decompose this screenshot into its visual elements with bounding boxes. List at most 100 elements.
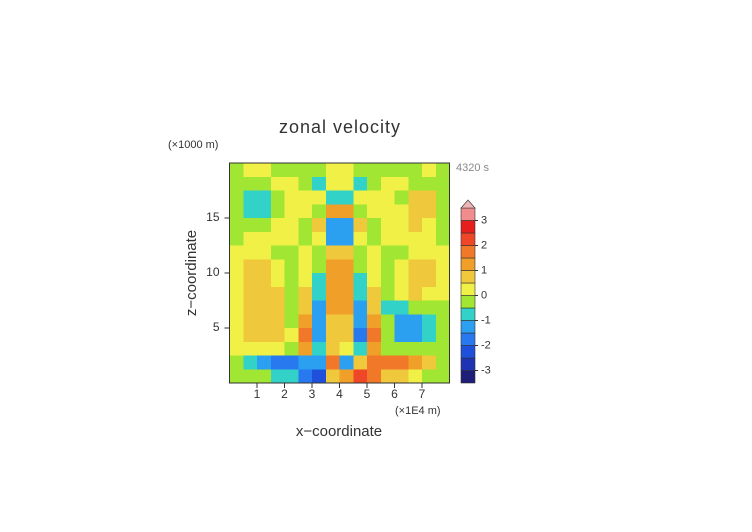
contour-cell [325,369,340,384]
contour-cell [367,286,382,301]
contour-cell [394,176,409,191]
contour-cell [243,328,258,343]
contour-cell [312,259,327,274]
contour-cell [394,369,409,384]
contour-cell [339,300,354,315]
contour-cell [325,204,340,219]
contour-cell [339,259,354,274]
contour-cell [229,176,244,191]
contour-cell [367,259,382,274]
contour-cell [380,273,395,288]
contour-cell [325,231,340,246]
contour-cell [257,259,272,274]
contour-cell [229,231,244,246]
contour-cell [284,231,299,246]
contour-cell [257,314,272,329]
contour-cell [367,341,382,356]
contour-cell [284,259,299,274]
contour-cell [339,163,354,178]
contour-cell [312,245,327,260]
contour-cell [367,163,382,178]
contour-cell [353,245,368,260]
contour-cell [435,218,450,233]
contour-cell [270,231,285,246]
x-tick-label: 2 [281,387,288,401]
contour-cell [435,273,450,288]
contour-cell [229,245,244,260]
contour-cell [422,259,437,274]
contour-cell [422,286,437,301]
contour-cell [229,204,244,219]
colorbar-box [460,282,476,296]
x-tick-label: 7 [419,387,426,401]
contour-cell [325,259,340,274]
y-axis-title: z−coordinate [183,230,200,316]
contour-cell [284,341,299,356]
contour-cell [422,245,437,260]
contour-cell [353,218,368,233]
contour-cell [243,286,258,301]
contour-cell [284,286,299,301]
chart-title: zonal velocity [279,117,401,137]
colorbar-box [460,320,476,334]
contour-cell [380,163,395,178]
contour-cell [435,328,450,343]
contour-cell [408,273,423,288]
contour-cell [229,300,244,315]
contour-cell [243,369,258,384]
contour-cell [257,163,272,178]
contour-cell [257,204,272,219]
contour-cell [270,314,285,329]
contour-cell [339,176,354,191]
contour-cell [394,300,409,315]
contour-cell [257,273,272,288]
contour-cell [353,163,368,178]
contour-cell [243,314,258,329]
x-tick-label: 1 [254,387,261,401]
contour-cell [298,190,313,205]
contour-cell [422,328,437,343]
contour-cell [243,300,258,315]
contour-cell [298,355,313,370]
colorbar-triangle [460,199,476,209]
contour-cell [243,245,258,260]
contour-cell [229,273,244,288]
contour-cell [339,328,354,343]
contour-cell [367,300,382,315]
contour-cell [367,355,382,370]
contour-cell [380,204,395,219]
contour-cell [229,314,244,329]
contour-cell [284,190,299,205]
contour-cell [325,163,340,178]
colorbar-label: -1 [481,314,491,326]
contour-cell [339,204,354,219]
contour-cell [312,176,327,191]
colorbar-label: -3 [481,364,491,376]
contour-cell [325,273,340,288]
colorbar-label: 0 [481,289,487,301]
contour-cell [229,259,244,274]
contour-cell [422,163,437,178]
contour-cell [380,328,395,343]
contour-cell [257,176,272,191]
contour-cell [435,231,450,246]
contour-cell [339,218,354,233]
contour-cell [325,286,340,301]
contour-cell [257,245,272,260]
contour-cell [270,245,285,260]
contour-cell [353,190,368,205]
contour-cell [312,190,327,205]
contour-cell [312,369,327,384]
contour-cell [298,204,313,219]
contour-cell [408,286,423,301]
contour-cell [422,176,437,191]
contour-cell [353,314,368,329]
contour-field [229,163,450,384]
contour-cell [380,218,395,233]
contour-cell [435,341,450,356]
contour-cell [312,300,327,315]
contour-cell [312,286,327,301]
contour-cell [229,163,244,178]
contour-cell [298,286,313,301]
